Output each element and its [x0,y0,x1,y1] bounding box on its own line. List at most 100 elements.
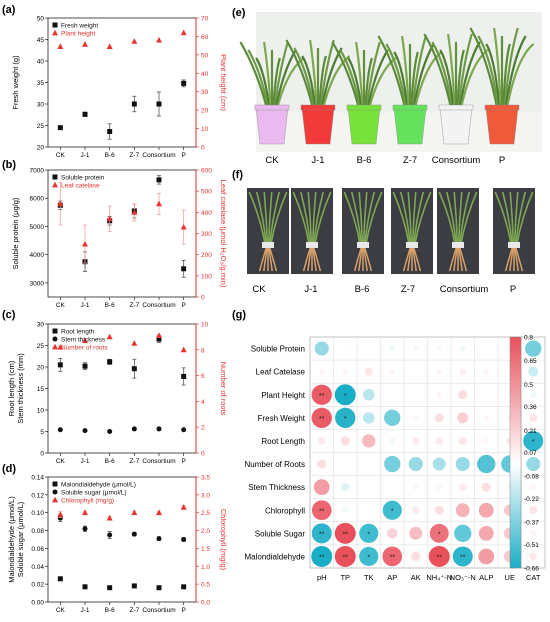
label-tag [508,242,520,248]
plant-leaf [438,191,456,245]
plant-leaf [503,27,519,113]
right-tick-label: 4 [201,399,205,406]
heatmap-cell-circle [478,548,495,565]
photo-f-label: Consortium [440,284,489,295]
heatmap-cell-circle [477,454,496,474]
heatmap-row-label: Fresh Weight [258,414,306,423]
x-tick-label: B-6 [105,458,116,465]
x-tick-label: J-1 [80,302,89,309]
heatmap-cell-circle [311,523,332,544]
data-point [156,177,162,183]
significance-stars: * [367,531,370,538]
right-tick-label: 2 [201,425,205,432]
data-point [82,526,88,532]
heatmap-cell-circle [414,393,418,397]
flower-pot [347,107,381,145]
heatmap-cell-circle [362,412,375,424]
photo-e-label: Z-7 [403,155,417,166]
data-point [131,101,137,107]
x-tick-label: Consortium [142,607,175,614]
plant-leaf [307,191,313,245]
plant-leaf [293,47,316,113]
pot-rim [254,104,290,111]
plant-leaf [309,39,319,113]
y-axis-title: Malondialdehyde (μmol/L) [7,496,16,583]
plant-leaf [431,41,454,113]
left-tick-label: 0 [40,451,44,458]
heatmap-cell-circle [390,393,394,397]
heatmap-row-label: Chlorophyll [265,506,305,515]
significance-stars: * [344,416,347,423]
left-tick-label: 5000 [30,224,45,231]
plant-leaf [292,191,310,245]
root [263,247,268,272]
plant-leaf [392,191,410,245]
significance-stars: ** [319,393,325,400]
right-tick-label: 50 [201,52,209,59]
heatmap-col-label: ALP [479,573,493,582]
significance-stars: * [344,393,347,400]
plant-leaf [477,35,500,113]
plant-leaf [501,43,511,113]
left-tick-label: 25 [37,123,45,130]
photo-f-label-row: CK J-1 B-6 Z-7 Consortium P [252,284,516,295]
plant-leaf [285,39,315,113]
y-axis-title: Root length (cm) [7,360,16,416]
heatmap-cell-circle [455,456,470,472]
legend-marker [52,481,58,487]
right-tick-label: 20 [201,108,209,115]
y-axis-title: Fresh weight (g) [11,55,20,110]
heatmap-row-label: Malondialdehyde [245,552,306,561]
x-tick-label: CK [56,302,66,309]
heatmap-cell-circle [311,407,332,429]
panel-label-b: (b) [2,159,16,171]
data-point [131,583,137,589]
significance-stars: * [532,439,535,446]
heatmap-cell-circle [457,412,469,424]
y2-axis-title: Leaf catelase (μmol H₂O₂/g.min) [219,180,228,288]
root [358,247,363,272]
legend-label: Malondialdehyde (μmol/L) [61,482,136,489]
plant-leaf [515,191,527,245]
plant-leaf [339,49,362,113]
y-axis-title-2: Soluble sugar (μmol/L) [16,501,25,577]
photo-e-label: P [499,155,505,166]
data-point [131,531,137,537]
x-tick-label: Z-7 [129,458,139,465]
plant-leaf [513,191,519,245]
right-tick-label: 0 [201,145,205,152]
plant-leaf [331,41,361,113]
plant-leaf [453,191,459,245]
heatmap-cell-circle [343,346,348,351]
heatmap-cell-circle [434,505,444,515]
colorbar-tick-label: -0.08 [524,474,539,481]
heatmap-cell-circle [530,484,536,490]
heatmap-cell-circle [341,483,350,492]
plant-leaf [311,191,317,245]
root [268,247,273,272]
colorbar-tick-label: -0.37 [524,520,539,527]
heatmap-cell-circle [384,409,401,427]
root [413,247,422,272]
heatmap-cell-circle [367,485,371,489]
significance-stars: ** [319,416,325,423]
plant-leaf [377,35,407,113]
data-point [180,223,187,230]
heatmap-cell-circle [478,525,494,541]
root [312,247,317,272]
x-tick-label: Z-7 [129,152,139,159]
pot-rim [392,104,428,111]
heatmap-cell-circle [318,437,326,445]
heatmap-cell-circle [382,500,402,520]
heatmap-cell-circle [343,462,347,466]
plant-leaf [263,191,269,245]
data-point [106,333,113,340]
right-tick-label: 10 [201,322,209,329]
data-point [181,427,187,433]
x-tick-label: J-1 [80,152,89,159]
significance-stars: ** [319,508,325,515]
plant-leaf [411,191,417,245]
y-axis-title-2: Stem thickness (mm) [16,353,25,424]
root [459,247,468,272]
significance-stars: * [438,531,441,538]
